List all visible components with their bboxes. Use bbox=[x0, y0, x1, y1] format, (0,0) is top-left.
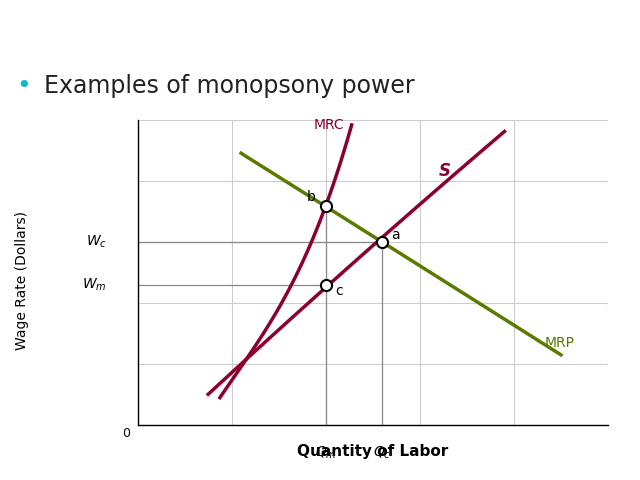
Text: $Q_c$: $Q_c$ bbox=[373, 444, 391, 461]
Text: b: b bbox=[307, 190, 316, 204]
Text: $Q_m$: $Q_m$ bbox=[315, 444, 337, 461]
Text: •: • bbox=[16, 74, 31, 98]
X-axis label: Quantity of Labor: Quantity of Labor bbox=[297, 444, 449, 459]
Text: MRC: MRC bbox=[314, 118, 344, 132]
Text: $W_m$: $W_m$ bbox=[83, 276, 107, 293]
Text: a: a bbox=[392, 228, 400, 242]
Text: Examples of monopsony power: Examples of monopsony power bbox=[44, 74, 414, 98]
Text: LO3: LO3 bbox=[10, 461, 36, 474]
Text: Monopsony Model: Monopsony Model bbox=[171, 18, 469, 46]
Text: $W_c$: $W_c$ bbox=[86, 234, 107, 250]
Text: MRP: MRP bbox=[545, 336, 575, 350]
Text: c: c bbox=[335, 284, 343, 298]
Text: 13-9: 13-9 bbox=[599, 461, 630, 474]
Text: 0: 0 bbox=[122, 428, 130, 441]
Text: S: S bbox=[438, 162, 451, 180]
Text: Wage Rate (Dollars): Wage Rate (Dollars) bbox=[15, 211, 29, 350]
